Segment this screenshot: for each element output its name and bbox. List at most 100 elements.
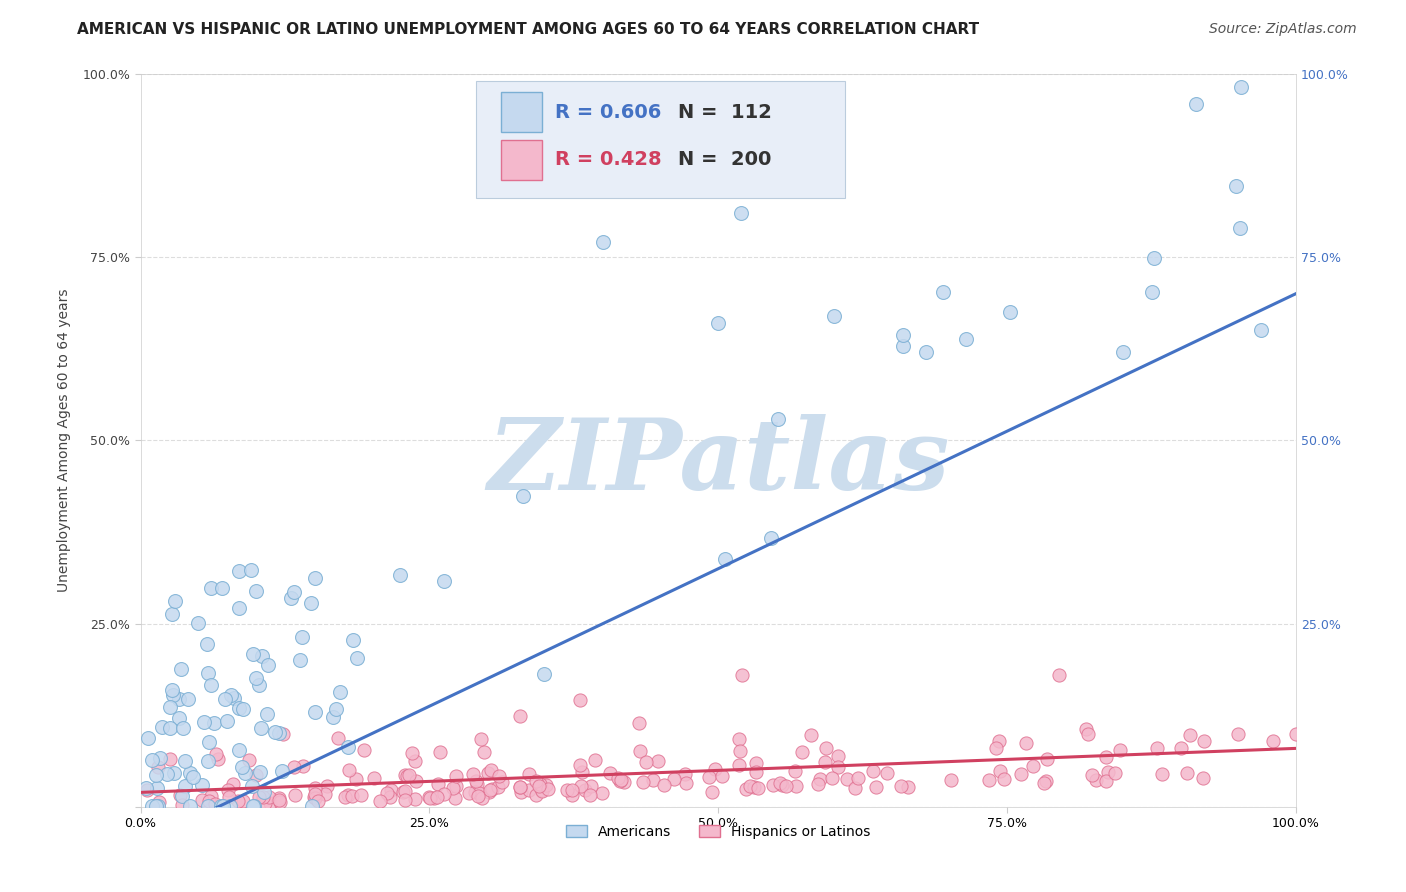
Point [444, 791, 467, 805]
Point [156, 767, 179, 781]
Point [481, 782, 503, 797]
Point [488, 769, 510, 783]
Point [250, 721, 273, 735]
Point [607, 771, 630, 785]
Point [256, 706, 278, 721]
Point [990, 764, 1012, 778]
Point [1230, 80, 1253, 95]
Text: ZIPatlas: ZIPatlas [486, 414, 949, 510]
Point [1152, 767, 1174, 781]
Point [284, 788, 307, 802]
Text: Source: ZipAtlas.com: Source: ZipAtlas.com [1209, 22, 1357, 37]
Point [283, 760, 305, 774]
Text: AMERICAN VS HISPANIC OR LATINO UNEMPLOYMENT AMONG AGES 60 TO 64 YEARS CORRELATIO: AMERICAN VS HISPANIC OR LATINO UNEMPLOYM… [77, 22, 980, 37]
Point [891, 339, 914, 353]
Point [458, 786, 481, 800]
Point [1178, 728, 1201, 742]
Point [271, 727, 294, 741]
Point [325, 702, 347, 716]
Point [219, 689, 242, 703]
Point [555, 783, 578, 797]
Point [1094, 774, 1116, 789]
Point [267, 791, 290, 805]
Point [939, 773, 962, 788]
Point [955, 332, 977, 346]
Point [862, 764, 884, 779]
Point [1143, 252, 1166, 266]
Point [165, 594, 187, 608]
Point [146, 780, 169, 795]
Point [731, 668, 754, 682]
Point [1084, 772, 1107, 787]
Point [329, 685, 352, 699]
Point [759, 531, 782, 545]
Point [191, 793, 214, 807]
Point [534, 161, 557, 176]
Point [524, 773, 547, 788]
Point [744, 756, 766, 771]
Point [821, 771, 844, 785]
Point [744, 764, 766, 779]
Point [647, 754, 669, 768]
Point [1035, 752, 1057, 766]
Point [218, 799, 240, 814]
Point [1108, 743, 1130, 757]
Point [239, 564, 262, 578]
Point [815, 741, 838, 756]
Point [368, 794, 391, 808]
Point [433, 788, 456, 802]
Point [846, 771, 869, 785]
Point [337, 763, 360, 777]
Point [897, 780, 920, 794]
Point [634, 755, 657, 769]
Point [662, 772, 685, 786]
Point [441, 780, 464, 795]
Point [735, 781, 758, 796]
Point [1175, 766, 1198, 780]
Point [214, 691, 236, 706]
Point [145, 768, 167, 782]
Point [844, 780, 866, 795]
Point [581, 779, 603, 793]
Point [253, 784, 276, 798]
Point [340, 789, 363, 804]
Point [1192, 734, 1215, 748]
Point [200, 678, 222, 692]
Point [170, 662, 193, 676]
Point [652, 778, 675, 792]
Point [231, 760, 253, 774]
Point [761, 778, 783, 792]
Point [730, 206, 752, 220]
Point [1035, 773, 1057, 788]
Point [835, 772, 858, 786]
Point [1015, 736, 1038, 750]
Point [337, 740, 360, 755]
Point [333, 789, 356, 804]
Point [775, 779, 797, 793]
Point [197, 754, 219, 768]
Point [346, 651, 368, 665]
Point [136, 731, 159, 745]
Point [238, 753, 260, 767]
Point [267, 725, 290, 739]
Point [461, 767, 484, 781]
Point [807, 777, 830, 791]
Point [486, 780, 509, 794]
Point [257, 658, 280, 673]
Point [269, 795, 291, 809]
Point [232, 794, 254, 808]
Point [1095, 750, 1118, 764]
Text: N =  200: N = 200 [678, 150, 772, 169]
Point [744, 780, 766, 794]
Point [643, 772, 665, 787]
Point [446, 779, 468, 793]
Point [304, 787, 326, 801]
Point [713, 552, 735, 566]
Point [145, 799, 167, 814]
Point [160, 683, 183, 698]
Point [419, 791, 441, 805]
Point [160, 607, 183, 621]
Point [823, 309, 845, 323]
Point [769, 776, 792, 790]
Point [228, 565, 250, 579]
